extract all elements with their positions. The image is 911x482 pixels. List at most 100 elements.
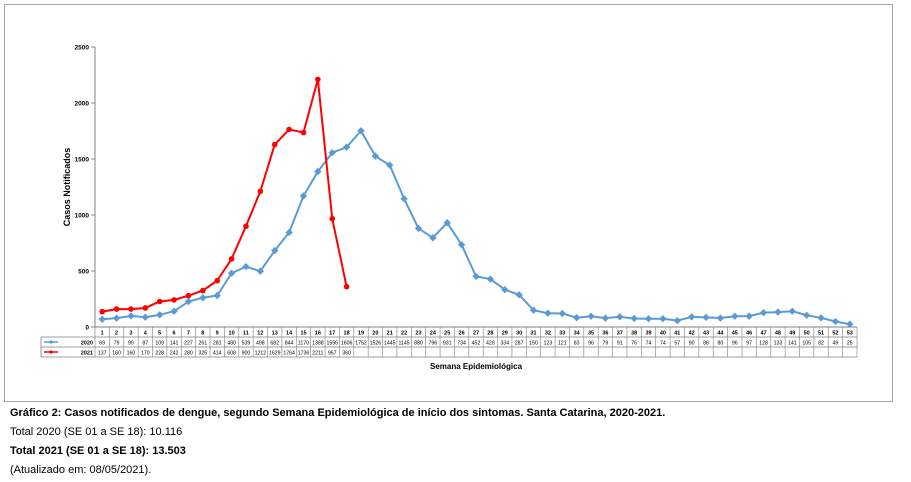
x-category-label: 13 bbox=[272, 331, 278, 337]
table-value: 170 bbox=[141, 351, 150, 357]
data-point-2021 bbox=[300, 129, 307, 136]
x-category-label: 48 bbox=[775, 331, 781, 337]
table-value: 1212 bbox=[255, 351, 267, 357]
table-value: 1606 bbox=[341, 341, 353, 347]
y-tick-label: 2500 bbox=[75, 45, 90, 52]
table-value: 76 bbox=[631, 341, 637, 347]
table-value: 141 bbox=[788, 341, 797, 347]
table-value: 80 bbox=[718, 341, 724, 347]
data-point-2021 bbox=[315, 76, 321, 83]
x-category-label: 2 bbox=[115, 331, 118, 337]
data-point-2020 bbox=[156, 311, 164, 319]
table-value: 880 bbox=[414, 341, 423, 347]
data-point-2021 bbox=[329, 215, 336, 222]
x-category-label: 9 bbox=[216, 331, 219, 337]
x-category-label: 31 bbox=[530, 331, 536, 337]
table-value: 414 bbox=[213, 351, 222, 357]
table-value: 160 bbox=[127, 351, 136, 357]
data-point-2020 bbox=[587, 312, 595, 320]
data-point-2020 bbox=[817, 314, 825, 322]
x-category-label: 11 bbox=[243, 331, 249, 337]
data-point-2020 bbox=[170, 307, 178, 315]
table-value: 1556 bbox=[326, 341, 338, 347]
x-category-label: 46 bbox=[746, 331, 752, 337]
x-category-label: 41 bbox=[674, 331, 680, 337]
x-category-label: 19 bbox=[358, 331, 364, 337]
total-2021: Total 2021 (SE 01 a SE 18): 13.503 bbox=[10, 445, 186, 457]
data-point-2020 bbox=[803, 311, 811, 319]
series-line-2021 bbox=[102, 78, 348, 313]
table-value: 137 bbox=[98, 351, 107, 357]
data-point-2021 bbox=[271, 141, 278, 148]
x-category-label: 3 bbox=[129, 331, 132, 337]
x-category-label: 10 bbox=[229, 331, 235, 337]
x-category-label: 34 bbox=[574, 331, 581, 337]
data-point-2020 bbox=[414, 224, 423, 233]
table-value: 280 bbox=[184, 351, 193, 357]
data-point-2021 bbox=[214, 277, 221, 284]
data-point-2020 bbox=[702, 313, 710, 322]
table-value: 2211 bbox=[312, 351, 323, 357]
data-point-2020 bbox=[630, 314, 638, 323]
table-value: 682 bbox=[270, 341, 279, 347]
chart-caption-title: Gráfico 2: Casos notificados de dengue, … bbox=[10, 407, 666, 419]
chart-frame: 0 500 1000 1500 2000 2500 Casos Notificados 1 2 3… bbox=[4, 4, 893, 402]
y-tick-label: 0 bbox=[85, 325, 89, 332]
x-category-label: 37 bbox=[617, 331, 623, 337]
table-value: 1388 bbox=[312, 341, 324, 347]
x-category-label: 44 bbox=[717, 331, 724, 337]
x-category-label: 24 bbox=[430, 331, 437, 337]
table-value: 128 bbox=[759, 341, 768, 347]
x-category-label: 43 bbox=[703, 331, 709, 337]
table-value: 69 bbox=[99, 341, 105, 347]
data-point-2020 bbox=[98, 315, 106, 323]
data-point-2020 bbox=[745, 312, 753, 320]
x-category-label: 4 bbox=[144, 331, 148, 337]
table-value: 1145 bbox=[399, 341, 410, 347]
x-category-label: 40 bbox=[660, 331, 666, 337]
table-value: 360 bbox=[342, 351, 351, 357]
x-category-label: 16 bbox=[315, 331, 321, 337]
table-value: 480 bbox=[227, 341, 236, 347]
x-category-label: 14 bbox=[286, 331, 293, 337]
x-category-label: 5 bbox=[158, 331, 161, 337]
data-point-2020 bbox=[127, 312, 135, 320]
data-point-2020 bbox=[472, 272, 480, 281]
x-category-label: 47 bbox=[760, 331, 766, 337]
data-point-2020 bbox=[644, 315, 653, 323]
table-value: 83 bbox=[574, 341, 580, 347]
x-category-label: 15 bbox=[300, 331, 306, 337]
table-value: 57 bbox=[674, 341, 680, 347]
x-category-label: 50 bbox=[804, 331, 810, 337]
x-category-label: 7 bbox=[187, 331, 190, 337]
data-point-2020 bbox=[256, 267, 265, 275]
data-point-2020 bbox=[846, 320, 854, 328]
updated-date: (Atualizado em: 08/05/2021). bbox=[10, 464, 152, 476]
data-point-2020 bbox=[299, 192, 308, 200]
x-category-label: 25 bbox=[444, 331, 450, 337]
data-point-2020 bbox=[673, 316, 681, 325]
x-category-label: 23 bbox=[415, 331, 421, 337]
data-point-2020 bbox=[227, 269, 236, 277]
data-point-2021 bbox=[343, 283, 350, 290]
table-value: 91 bbox=[617, 341, 623, 347]
data-point-2020 bbox=[616, 313, 624, 321]
x-category-label: 51 bbox=[818, 331, 824, 337]
x-category-label: 53 bbox=[847, 331, 853, 337]
x-category-label: 28 bbox=[487, 331, 493, 337]
table-value: 1629 bbox=[269, 351, 281, 357]
data-point-2020 bbox=[716, 314, 725, 322]
total-2020: Total 2020 (SE 01 a SE 18): 10.116 bbox=[10, 426, 183, 438]
data-point-2020 bbox=[457, 241, 466, 249]
data-point-2020 bbox=[112, 314, 121, 322]
table-value: 1736 bbox=[298, 351, 310, 357]
table-value: 121 bbox=[558, 341, 567, 347]
data-point-2020 bbox=[558, 309, 566, 318]
x-category-label: 30 bbox=[516, 331, 522, 337]
data-point-2021 bbox=[99, 308, 105, 315]
table-value: 150 bbox=[529, 341, 538, 347]
x-category-label: 21 bbox=[387, 331, 393, 337]
x-category-label: 8 bbox=[201, 331, 204, 337]
y-axis-title: Casos Notificados bbox=[62, 148, 72, 227]
